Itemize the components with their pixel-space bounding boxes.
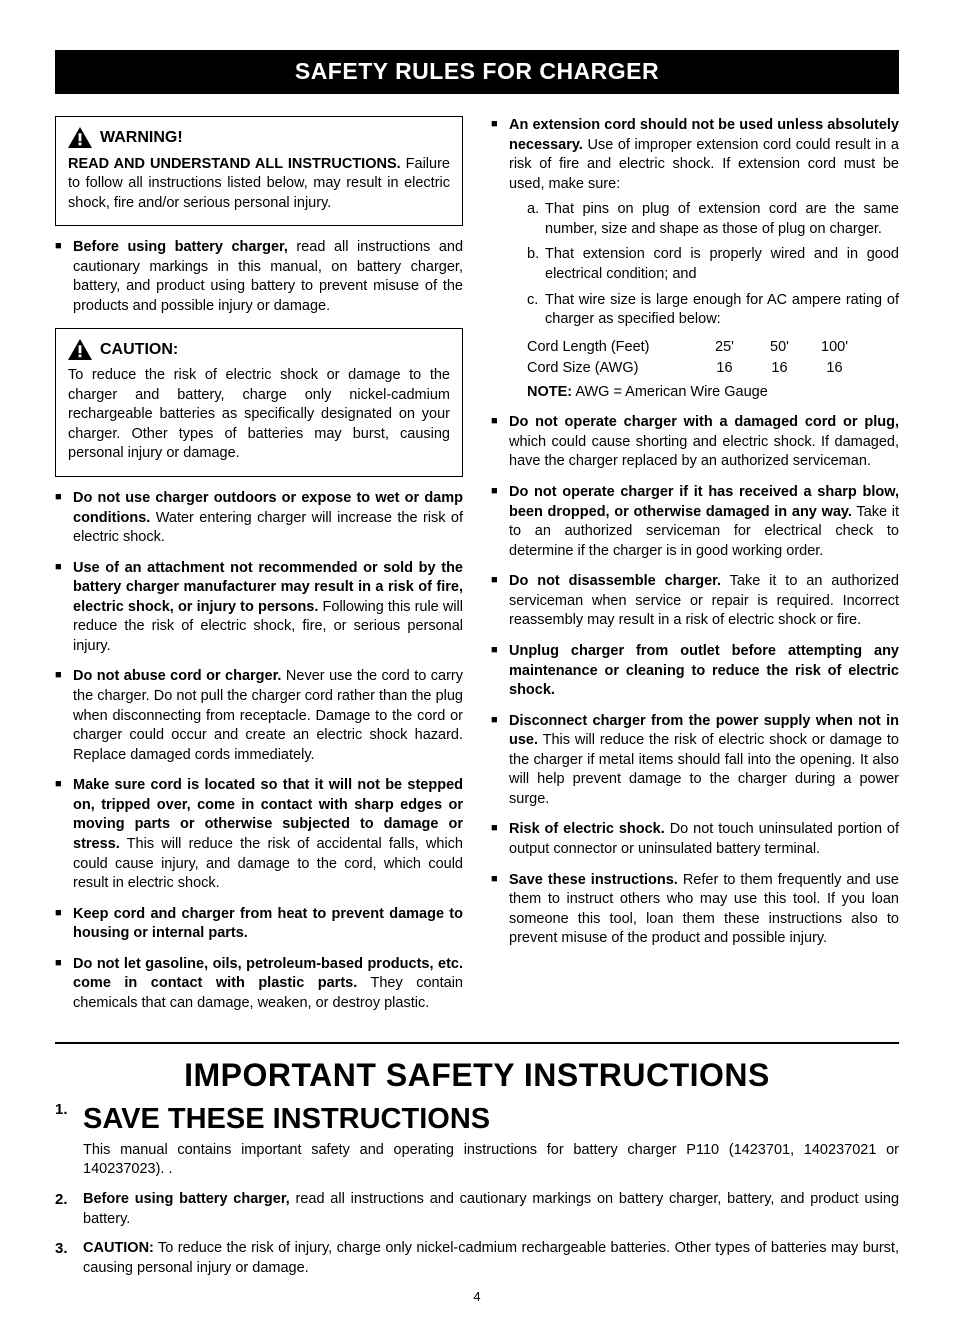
list-item: Use of an attachment not recommended or … bbox=[55, 559, 463, 657]
warning-body: READ AND UNDERSTAND ALL INSTRUCTIONS. Fa… bbox=[68, 155, 450, 214]
row-label: Cord Length (Feet) bbox=[527, 338, 697, 358]
extension-cord-item: An extension cord should not be used unl… bbox=[491, 116, 899, 402]
section2-title: IMPORTANT SAFETY INSTRUCTIONS bbox=[55, 1054, 899, 1097]
two-column-layout: WARNING! READ AND UNDERSTAND ALL INSTRUC… bbox=[55, 116, 899, 1024]
row-val: 50' bbox=[752, 338, 807, 358]
list-item: Before using battery charger, read all i… bbox=[55, 238, 463, 316]
row-val: 100' bbox=[807, 338, 862, 358]
list-item: Disconnect charger from the power supply… bbox=[491, 712, 899, 810]
list-item: Do not operate charger with a damaged co… bbox=[491, 413, 899, 472]
sub-text: That wire size is large enough for AC am… bbox=[545, 292, 899, 328]
item-bold: CAUTION: bbox=[83, 1240, 154, 1256]
right-bullet-list: An extension cord should not be used unl… bbox=[491, 116, 899, 949]
list-item: Do not abuse cord or charger. Never use … bbox=[55, 667, 463, 765]
table-row: Cord Size (AWG) 16 16 16 bbox=[527, 359, 899, 379]
item-rest: This will reduce the risk of electric sh… bbox=[509, 732, 899, 807]
sub-letter: b. bbox=[527, 245, 539, 265]
row-val: 16 bbox=[697, 359, 752, 379]
page-banner: SAFETY RULES FOR CHARGER bbox=[55, 50, 899, 94]
list-item: Unplug charger from outlet before attemp… bbox=[491, 642, 899, 701]
list-item: Do not disassemble charger. Take it to a… bbox=[491, 572, 899, 631]
caution-body: To reduce the risk of electric shock or … bbox=[68, 366, 450, 464]
item-bold: Do not operate charger if it has receive… bbox=[509, 484, 899, 520]
item-bold: Risk of electric shock. bbox=[509, 821, 665, 837]
left-pre-caution-list: Before using battery charger, read all i… bbox=[55, 238, 463, 316]
right-column: An extension cord should not be used unl… bbox=[491, 116, 899, 1024]
warning-triangle-icon bbox=[68, 339, 92, 360]
numbered-item: 1. SAVE THESE INSTRUCTIONS This manual c… bbox=[55, 1100, 899, 1180]
sub-text: That pins on plug of extension cord are … bbox=[545, 201, 899, 237]
caution-header: CAUTION: bbox=[68, 339, 450, 361]
sub-text: That extension cord is properly wired an… bbox=[545, 246, 899, 282]
warning-triangle-icon bbox=[68, 127, 92, 148]
item-bold: Before using battery charger, bbox=[83, 1191, 290, 1207]
list-item: Do not let gasoline, oils, petroleum-bas… bbox=[55, 955, 463, 1014]
left-bullet-list: Do not use charger outdoors or expose to… bbox=[55, 489, 463, 1014]
item-bold: Before using battery charger, bbox=[73, 239, 288, 255]
page-number: 4 bbox=[55, 1288, 899, 1306]
cord-table-note: NOTE: AWG = American Wire Gauge bbox=[527, 383, 899, 403]
row-val: 16 bbox=[752, 359, 807, 379]
caution-callout: CAUTION: To reduce the risk of electric … bbox=[55, 328, 463, 477]
list-item: Do not operate charger if it has receive… bbox=[491, 483, 899, 561]
item-bold: Save these instructions. bbox=[509, 872, 678, 888]
item-number: 1. bbox=[55, 1100, 68, 1120]
section-divider bbox=[55, 1042, 899, 1044]
row-label: Cord Size (AWG) bbox=[527, 359, 697, 379]
note-rest: AWG = American Wire Gauge bbox=[572, 384, 768, 400]
numbered-list: 1. SAVE THESE INSTRUCTIONS This manual c… bbox=[55, 1100, 899, 1279]
list-item: Risk of electric shock. Do not touch uni… bbox=[491, 820, 899, 859]
item-number: 2. bbox=[55, 1190, 68, 1210]
save-instructions-title: SAVE THESE INSTRUCTIONS bbox=[83, 1100, 899, 1139]
item-bold: Do not abuse cord or charger. bbox=[73, 668, 281, 684]
warning-title: WARNING! bbox=[100, 127, 183, 149]
cord-table: Cord Length (Feet) 25' 50' 100' Cord Siz… bbox=[527, 338, 899, 379]
item-rest: To reduce the risk of injury, charge onl… bbox=[83, 1240, 899, 1276]
list-item: Make sure cord is located so that it wil… bbox=[55, 776, 463, 893]
extension-cord-sublist: a. That pins on plug of extension cord ar… bbox=[509, 200, 899, 329]
item-number: 3. bbox=[55, 1239, 68, 1259]
numbered-item: 3. CAUTION: To reduce the risk of injury… bbox=[55, 1239, 899, 1278]
item-bold: Do not operate charger with a damaged co… bbox=[509, 414, 899, 430]
left-column: WARNING! READ AND UNDERSTAND ALL INSTRUC… bbox=[55, 116, 463, 1024]
table-row: Cord Length (Feet) 25' 50' 100' bbox=[527, 338, 899, 358]
item-body: This manual contains important safety an… bbox=[83, 1142, 899, 1178]
sublist-item: a. That pins on plug of extension cord ar… bbox=[527, 200, 899, 239]
note-bold: NOTE: bbox=[527, 384, 572, 400]
sub-letter: a. bbox=[527, 200, 539, 220]
list-item: Keep cord and charger from heat to preve… bbox=[55, 905, 463, 944]
warning-callout: WARNING! READ AND UNDERSTAND ALL INSTRUC… bbox=[55, 116, 463, 226]
warning-lead-bold: READ AND UNDERSTAND ALL INSTRUCTIONS. bbox=[68, 156, 401, 172]
sub-letter: c. bbox=[527, 291, 538, 311]
row-val: 16 bbox=[807, 359, 862, 379]
item-bold: Unplug charger from outlet before attemp… bbox=[509, 643, 899, 698]
list-item: Do not use charger outdoors or expose to… bbox=[55, 489, 463, 548]
caution-title: CAUTION: bbox=[100, 339, 178, 361]
item-rest: which could cause shorting and electric … bbox=[509, 434, 899, 470]
row-val: 25' bbox=[697, 338, 752, 358]
sublist-item: c. That wire size is large enough for AC … bbox=[527, 291, 899, 330]
item-bold: Keep cord and charger from heat to preve… bbox=[73, 906, 463, 942]
numbered-item: 2. Before using battery charger, read al… bbox=[55, 1190, 899, 1229]
warning-header: WARNING! bbox=[68, 127, 450, 149]
item-rest: This will reduce the risk of accidental … bbox=[73, 836, 463, 891]
sublist-item: b. That extension cord is properly wired … bbox=[527, 245, 899, 284]
list-item: Save these instructions. Refer to them f… bbox=[491, 871, 899, 949]
item-bold: Do not disassemble charger. bbox=[509, 573, 721, 589]
